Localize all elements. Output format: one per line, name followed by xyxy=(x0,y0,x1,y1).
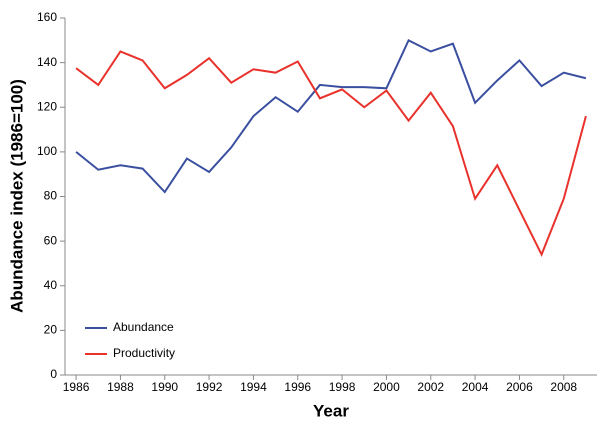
x-tick-label: 1986 xyxy=(63,380,90,394)
x-axis-title: Year xyxy=(313,401,349,420)
series-line xyxy=(75,50,587,257)
legend-label: Abundance xyxy=(113,320,174,334)
series-line xyxy=(75,38,587,194)
y-tick-label: 140 xyxy=(37,55,57,69)
x-tick-label: 1994 xyxy=(240,380,267,394)
y-tick-label: 0 xyxy=(50,367,57,381)
y-axis-title: Abundance index (1986=100) xyxy=(7,79,26,313)
x-tick-label: 2004 xyxy=(462,380,489,394)
y-tick-label: 80 xyxy=(44,189,58,203)
y-tick-label: 100 xyxy=(37,144,57,158)
y-tick-label: 60 xyxy=(44,233,58,247)
x-tick-label: 1990 xyxy=(151,380,178,394)
y-tick-label: 160 xyxy=(37,10,57,24)
x-tick-label: 2006 xyxy=(506,380,533,394)
legend-label: Productivity xyxy=(113,346,175,360)
y-tick-label: 20 xyxy=(44,323,58,337)
x-tick-label: 2008 xyxy=(550,380,577,394)
x-tick-label: 1988 xyxy=(107,380,134,394)
x-tick-label: 2002 xyxy=(417,380,444,394)
y-tick-label: 120 xyxy=(37,99,57,113)
x-tick-label: 1998 xyxy=(329,380,356,394)
x-tick-label: 2000 xyxy=(373,380,400,394)
x-tick-label: 1992 xyxy=(196,380,223,394)
y-tick-label: 40 xyxy=(44,278,58,292)
x-tick-label: 1996 xyxy=(284,380,311,394)
